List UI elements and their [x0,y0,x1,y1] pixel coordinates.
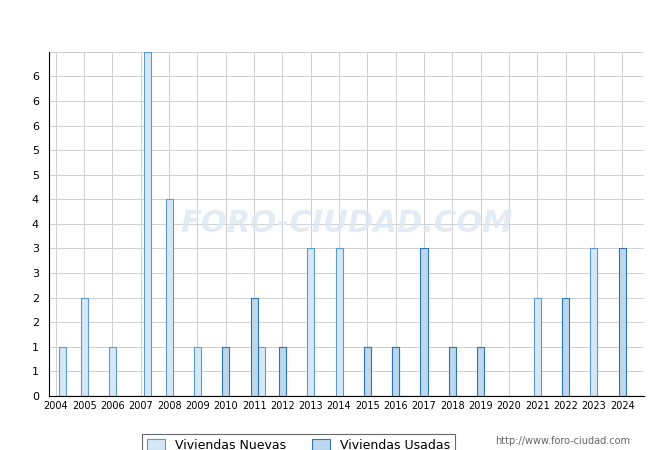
Text: FORO-CIUDAD.COM: FORO-CIUDAD.COM [180,209,512,238]
Text: http://www.foro-ciudad.com: http://www.foro-ciudad.com [495,436,630,446]
Text: Huélago - Evolucion del Nº de Transacciones Inmobiliarias: Huélago - Evolucion del Nº de Transaccio… [92,16,558,32]
Legend: Viviendas Nuevas, Viviendas Usadas: Viviendas Nuevas, Viviendas Usadas [142,434,456,450]
